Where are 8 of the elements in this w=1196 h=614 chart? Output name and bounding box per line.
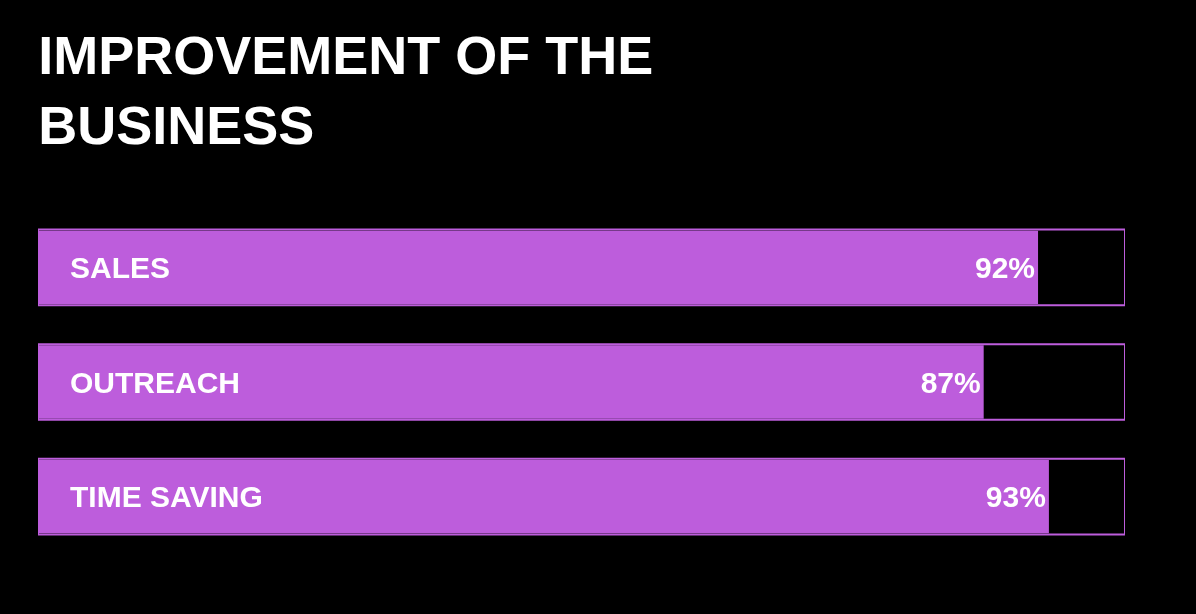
data-label: 93% — [985, 480, 1046, 514]
data-label: 87% — [920, 365, 981, 399]
bar — [38, 343, 1125, 421]
y-tick-label: SALES — [70, 251, 171, 284]
y-tick-label: TIME SAVING — [70, 480, 263, 513]
chart-title: IMPROVEMENT OF THE BUSINESS — [38, 24, 654, 155]
y-tick-label: OUTREACH — [70, 366, 240, 399]
data-label: 92% — [974, 250, 1036, 284]
